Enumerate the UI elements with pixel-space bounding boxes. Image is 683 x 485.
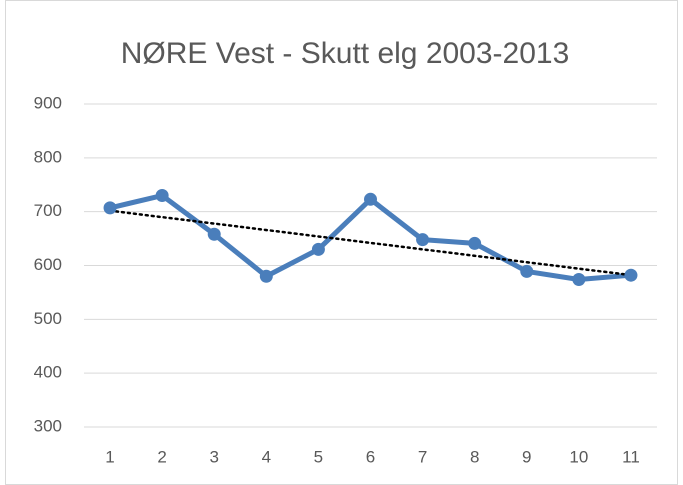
x-tick-label: 8 bbox=[470, 447, 479, 466]
y-tick-label: 300 bbox=[34, 416, 62, 435]
data-point bbox=[468, 236, 482, 250]
y-tick-label: 500 bbox=[34, 309, 62, 328]
x-tick-label: 4 bbox=[262, 447, 271, 466]
trendline bbox=[108, 209, 633, 277]
data-point bbox=[103, 201, 117, 215]
y-tick-label: 600 bbox=[34, 255, 62, 274]
data-point bbox=[207, 227, 221, 241]
x-tick-label: 2 bbox=[157, 447, 166, 466]
y-tick-label: 400 bbox=[34, 363, 62, 382]
data-point bbox=[311, 242, 325, 256]
x-tick-label: 3 bbox=[209, 447, 218, 466]
x-tick-label: 10 bbox=[569, 447, 588, 466]
x-tick-label: 6 bbox=[366, 447, 375, 466]
x-tick-label: 5 bbox=[314, 447, 323, 466]
data-point bbox=[520, 264, 534, 278]
y-tick-label: 900 bbox=[34, 93, 62, 112]
x-tick-label: 9 bbox=[522, 447, 531, 466]
chart-border bbox=[5, 0, 678, 485]
data-point bbox=[572, 272, 586, 286]
data-point bbox=[416, 233, 430, 247]
data-point bbox=[364, 192, 377, 206]
x-tick-label: 1 bbox=[105, 447, 114, 466]
data-point bbox=[155, 189, 169, 203]
y-tick-label: 700 bbox=[34, 201, 62, 220]
y-tick-label: 800 bbox=[34, 147, 62, 166]
chart-title: NØRE Vest - Skutt elg 2003-2013 bbox=[121, 37, 570, 70]
data-point bbox=[624, 268, 638, 282]
data-point bbox=[259, 269, 273, 283]
x-tick-label: 11 bbox=[622, 447, 640, 466]
x-tick-label: 7 bbox=[418, 447, 427, 466]
